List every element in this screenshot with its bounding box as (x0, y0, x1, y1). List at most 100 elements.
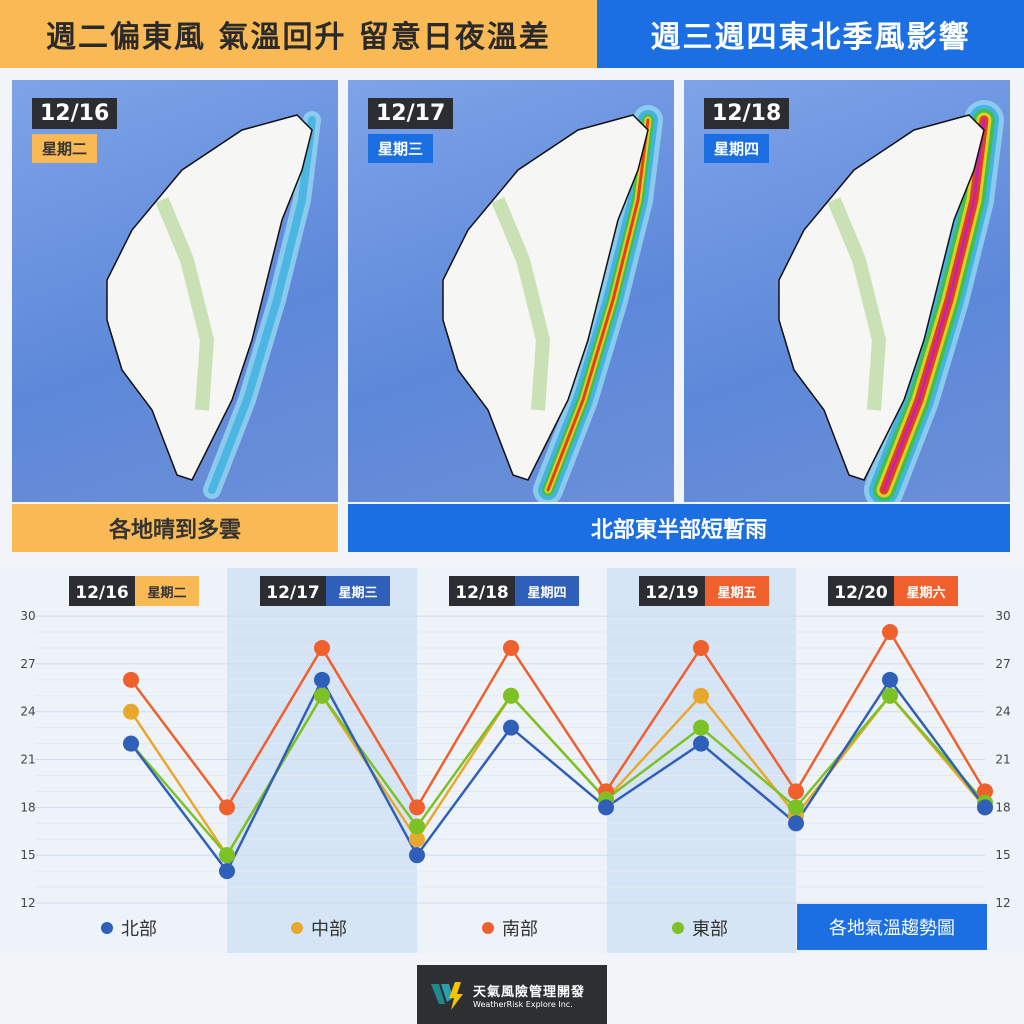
day-label-date-bg (828, 576, 894, 606)
y-tick-label: 24 (20, 705, 35, 719)
data-point-南部 (977, 783, 993, 800)
headline-right: 週三週四東北季風影響 (597, 0, 1024, 68)
day-label-weekday-bg (894, 576, 958, 606)
day-label-weekday: 星期三 (338, 586, 377, 601)
data-point-南部 (503, 639, 519, 656)
caption-left: 各地晴到多雲 (12, 504, 338, 552)
data-point-南部 (219, 799, 235, 816)
data-point-北部 (503, 719, 519, 736)
logo-mark-icon (431, 981, 463, 1010)
data-point-東部 (409, 818, 425, 835)
data-point-北部 (219, 863, 235, 880)
day-label-weekday: 星期二 (147, 586, 186, 601)
day-label-date: 12/17 (266, 583, 320, 603)
data-point-東部 (314, 687, 330, 704)
legend-marker (482, 922, 494, 934)
data-point-北部 (123, 735, 139, 752)
y-tick-label: 18 (20, 800, 35, 814)
day-label: 12/19 星期五 (639, 576, 769, 606)
y-tick-label: 21 (20, 753, 35, 767)
day-label-date-bg (449, 576, 515, 606)
rain-band (208, 116, 316, 494)
mountain-range (491, 197, 551, 411)
day-label-weekday-bg (705, 576, 769, 606)
map-weekday: 星期三 (368, 134, 434, 163)
rain-map-1218: 12/18 星期四 (684, 80, 1010, 502)
series-line-北部 (130, 677, 987, 874)
mountain-range (155, 197, 215, 411)
day-label-date-bg (639, 576, 705, 606)
day-label-date-bg (260, 576, 326, 606)
map-date: 12/16 (32, 98, 118, 129)
legend-label: 南部 (502, 919, 538, 940)
day-label-date: 12/19 (645, 583, 699, 603)
legend-marker (291, 922, 303, 934)
logo-name-zh: 天氣風險管理開發 (473, 984, 586, 1000)
y-tick-label: 12 (20, 896, 35, 910)
data-point-南部 (693, 639, 709, 656)
y-tick-label: 15 (20, 848, 35, 862)
caption-right: 北部東半部短暫雨 (348, 504, 1010, 552)
data-point-東部 (503, 687, 519, 704)
legend-marker (672, 922, 684, 934)
day-label: 12/17 星期三 (260, 576, 390, 606)
legend-label: 北部 (121, 919, 157, 940)
y-tick-label: 12 (995, 896, 1010, 910)
day-label-weekday: 星期五 (717, 586, 756, 601)
day-label: 12/16 星期二 (69, 576, 199, 606)
y-tick-label: 30 (995, 609, 1010, 623)
day-label-weekday-bg (326, 576, 390, 606)
data-point-東部 (788, 799, 804, 816)
rain-band (546, 118, 650, 492)
day-label-date-bg (69, 576, 135, 606)
data-point-北部 (409, 847, 425, 864)
taiwan-map (106, 111, 321, 499)
series-line-南部 (130, 629, 987, 810)
day-label-date: 12/16 (75, 583, 129, 603)
data-point-北部 (788, 815, 804, 832)
day-label-weekday: 星期四 (527, 586, 566, 601)
data-point-南部 (788, 783, 804, 800)
logo: 天氣風險管理開發 WeatherRisk Explore Inc. (417, 965, 607, 1024)
y-tick-label: 15 (995, 848, 1010, 862)
day-label-date: 12/18 (455, 583, 509, 603)
taiwan-map (778, 100, 1004, 502)
rain-map-1217: 12/17 星期三 (348, 80, 674, 502)
data-point-東部 (882, 687, 898, 704)
data-point-中部 (123, 703, 139, 720)
mountain-range (827, 197, 887, 411)
day-label: 12/20 星期六 (828, 576, 958, 606)
legend-label: 中部 (311, 919, 347, 940)
data-point-南部 (882, 624, 898, 641)
day-label-weekday: 星期六 (906, 585, 945, 601)
data-point-東部 (219, 847, 235, 864)
rain-band (882, 118, 986, 492)
chart-title: 各地氣溫趨勢圖 (829, 918, 955, 939)
headline-left: 週二偏東風 氣溫回升 留意日夜溫差 (0, 0, 597, 68)
data-point-南部 (123, 671, 139, 688)
y-tick-label: 21 (995, 753, 1010, 767)
legend-label: 東部 (692, 919, 728, 940)
data-point-北部 (693, 735, 709, 752)
logo-name-en: WeatherRisk Explore Inc. (473, 999, 573, 1009)
chart-background (0, 568, 1024, 953)
data-point-北部 (314, 671, 330, 688)
day-label-weekday-bg (135, 576, 199, 606)
map-weekday: 星期二 (32, 134, 98, 163)
y-tick-label: 27 (995, 657, 1010, 671)
rain-map-1216: 12/16 星期二 (12, 80, 338, 502)
data-point-中部 (693, 687, 709, 704)
y-tick-label: 18 (995, 800, 1010, 814)
day-band (607, 568, 796, 953)
map-date: 12/18 (704, 98, 790, 129)
map-date: 12/17 (368, 98, 454, 129)
y-tick-label: 24 (995, 705, 1010, 719)
data-point-南部 (314, 639, 330, 656)
data-point-南部 (409, 799, 425, 816)
y-tick-label: 27 (20, 657, 35, 671)
legend-marker (101, 922, 113, 934)
map-weekday: 星期四 (704, 134, 770, 163)
data-point-東部 (693, 719, 709, 736)
data-point-中部 (409, 831, 425, 848)
